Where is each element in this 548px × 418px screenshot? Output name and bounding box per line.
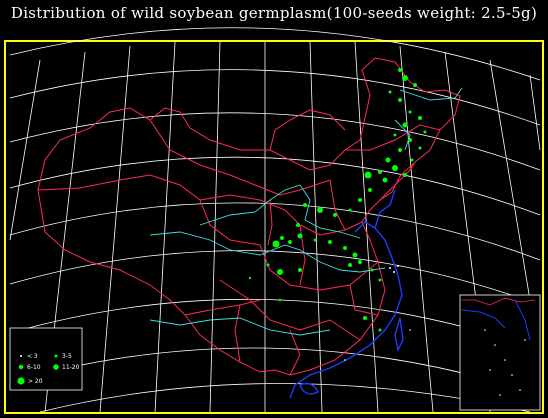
legend-label-4: 11-20 (62, 364, 80, 371)
legend-label-5: > 20 (28, 378, 43, 385)
south-china-sea-inset (459, 294, 541, 411)
map-title: Distribution of wild soybean germplasm(1… (10, 4, 538, 22)
small-white-points (344, 265, 411, 361)
rivers (149, 87, 463, 336)
coastline (289, 189, 404, 399)
legend-label-2: 3-5 (62, 353, 72, 360)
province-borders (37, 57, 461, 376)
legend: < 3 3-5 6-10 11-20 > 20 (9, 327, 83, 391)
map-frame (4, 40, 544, 414)
legend-label-3: 6-10 (27, 364, 41, 371)
data-points (248, 68, 427, 332)
legend-label-1: < 3 (27, 353, 38, 360)
